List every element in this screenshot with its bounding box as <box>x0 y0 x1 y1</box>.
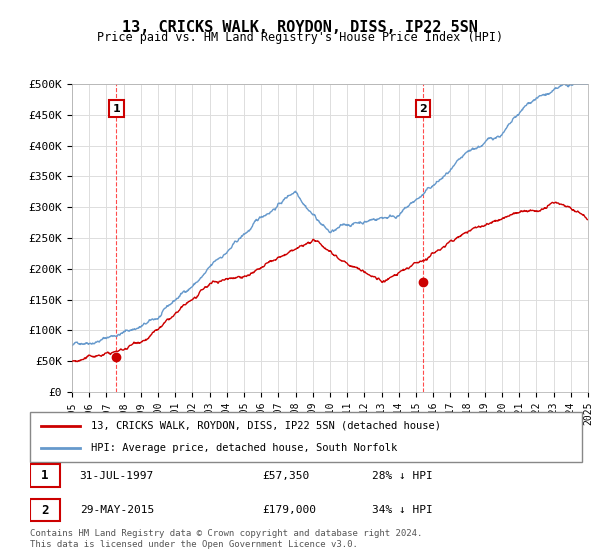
Text: 29-MAY-2015: 29-MAY-2015 <box>80 505 154 515</box>
Text: Contains HM Land Registry data © Crown copyright and database right 2024.
This d: Contains HM Land Registry data © Crown c… <box>30 529 422 549</box>
Text: HPI: Average price, detached house, South Norfolk: HPI: Average price, detached house, Sout… <box>91 443 397 453</box>
Text: £57,350: £57,350 <box>262 470 309 480</box>
Text: 13, CRICKS WALK, ROYDON, DISS, IP22 5SN: 13, CRICKS WALK, ROYDON, DISS, IP22 5SN <box>122 20 478 35</box>
Text: 2: 2 <box>41 503 49 516</box>
Text: 31-JUL-1997: 31-JUL-1997 <box>80 470 154 480</box>
Text: Price paid vs. HM Land Registry's House Price Index (HPI): Price paid vs. HM Land Registry's House … <box>97 31 503 44</box>
FancyBboxPatch shape <box>30 464 61 487</box>
Text: 13, CRICKS WALK, ROYDON, DISS, IP22 5SN (detached house): 13, CRICKS WALK, ROYDON, DISS, IP22 5SN … <box>91 421 441 431</box>
Text: 1: 1 <box>113 104 120 114</box>
Text: 1: 1 <box>41 469 49 482</box>
FancyBboxPatch shape <box>30 499 61 521</box>
Text: £179,000: £179,000 <box>262 505 316 515</box>
Text: 2: 2 <box>419 104 427 114</box>
Text: 34% ↓ HPI: 34% ↓ HPI <box>372 505 433 515</box>
Text: 28% ↓ HPI: 28% ↓ HPI <box>372 470 433 480</box>
FancyBboxPatch shape <box>30 412 582 462</box>
